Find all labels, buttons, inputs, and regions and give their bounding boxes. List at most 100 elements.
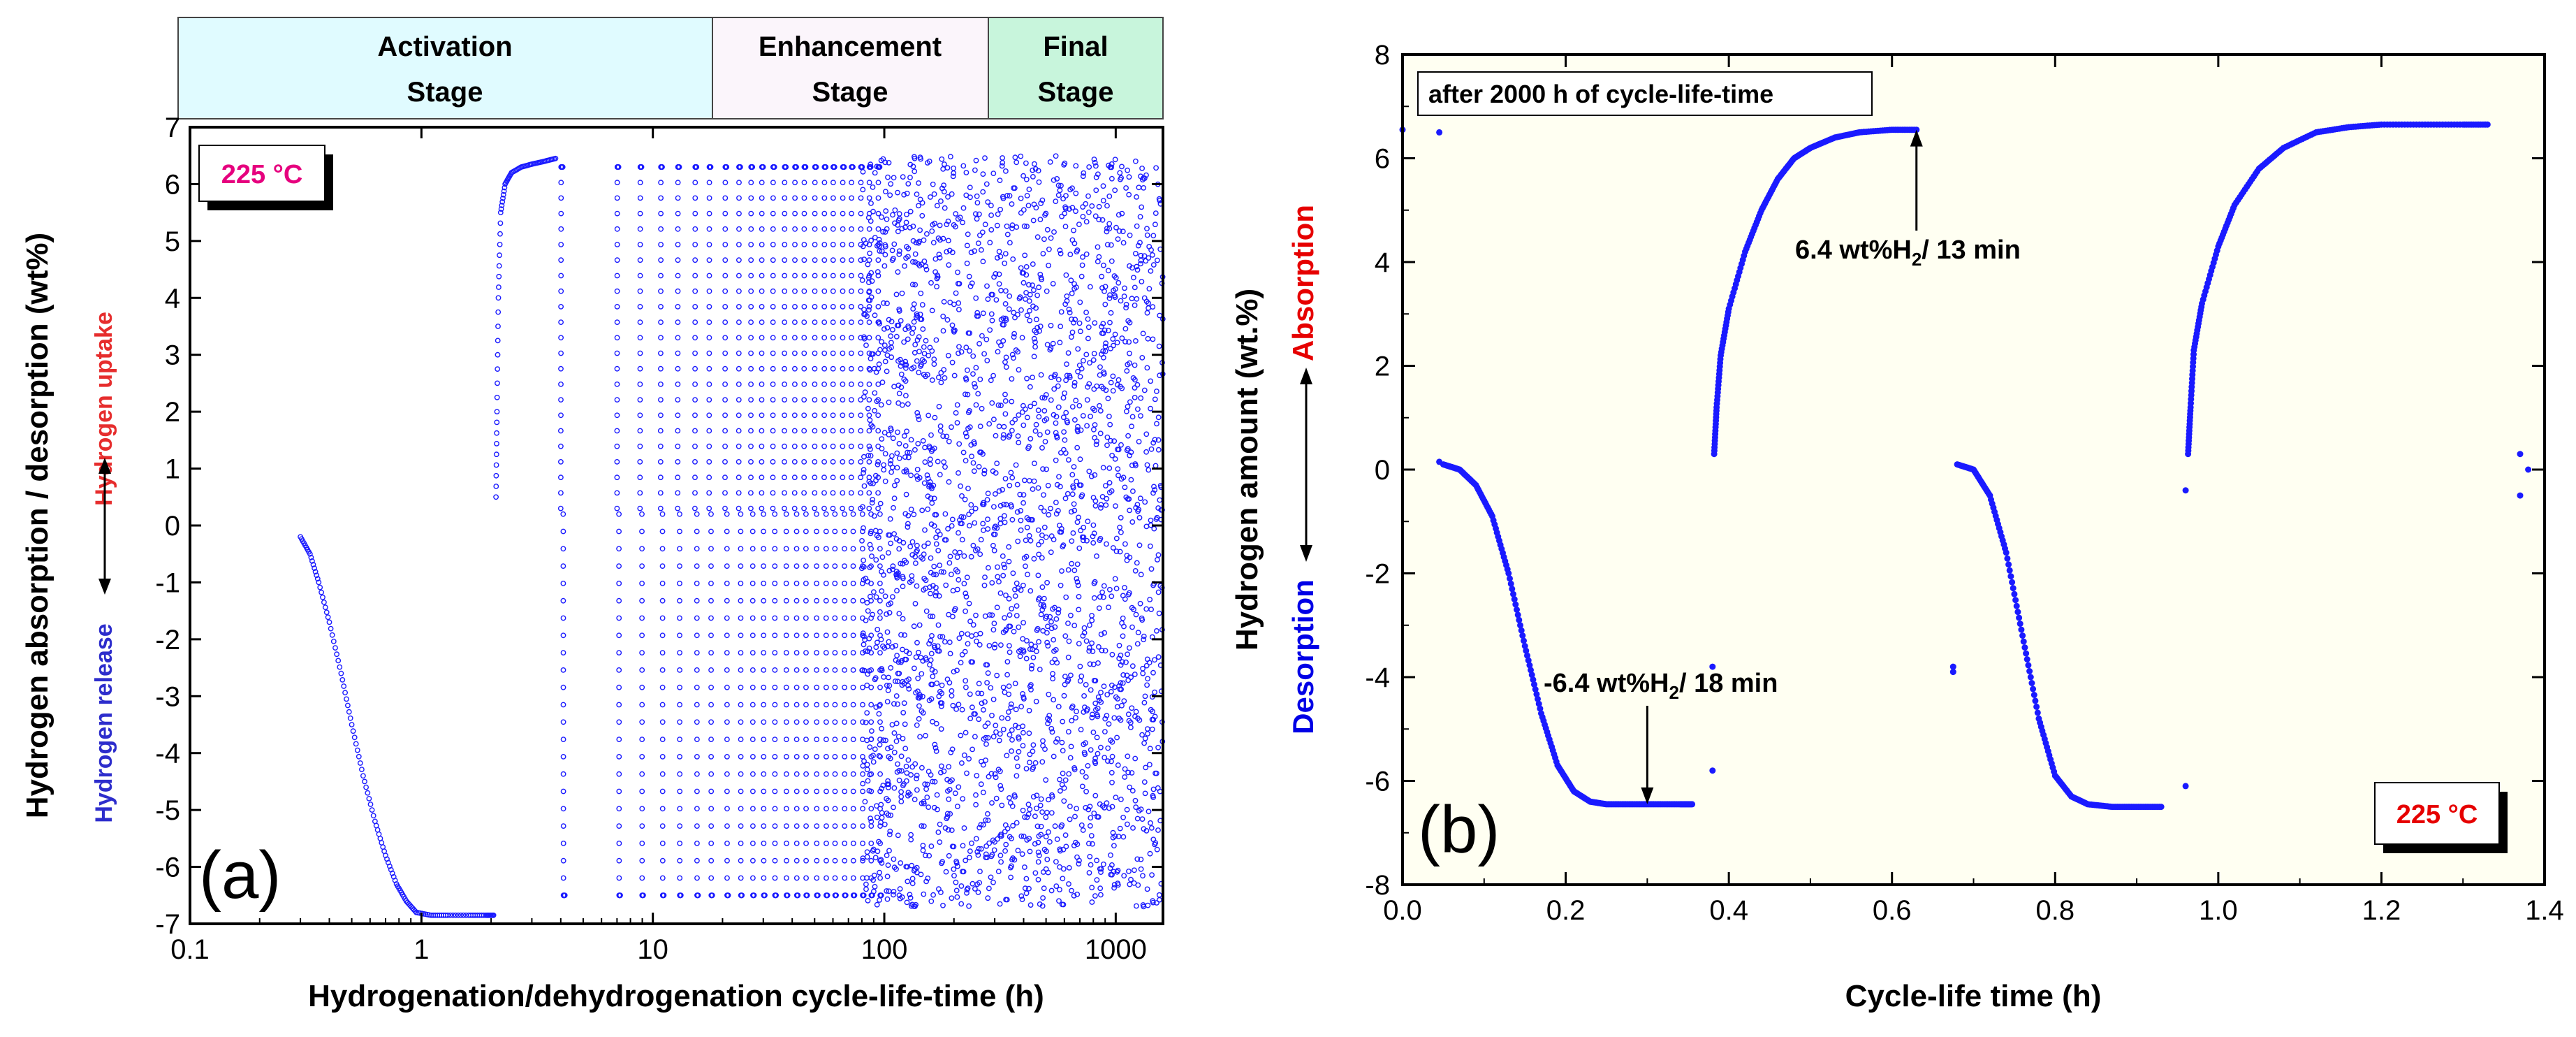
data-point — [614, 242, 620, 247]
data-point — [1059, 568, 1064, 574]
data-point — [782, 428, 787, 434]
data-point — [821, 195, 828, 201]
data-point — [1030, 655, 1037, 660]
data-point — [901, 339, 907, 345]
data-point — [1071, 501, 1077, 507]
data-point — [1095, 694, 1102, 700]
data-point — [1115, 377, 1122, 383]
data-point — [1095, 750, 1101, 757]
data-point — [920, 438, 926, 444]
data-point — [980, 189, 986, 195]
data-point — [1122, 596, 1128, 602]
data-point — [959, 652, 965, 658]
data-point — [933, 512, 939, 518]
data-point — [1116, 642, 1122, 648]
data-point — [1074, 561, 1081, 567]
data-point — [1044, 342, 1051, 348]
data-point — [1129, 705, 1135, 711]
data-point — [1007, 482, 1013, 488]
data-point — [919, 764, 925, 771]
data-point — [909, 365, 915, 372]
data-point — [1115, 212, 1122, 218]
data-point — [891, 495, 898, 501]
data-point — [1058, 250, 1064, 256]
data-point — [793, 528, 800, 535]
data-point — [910, 238, 916, 244]
data-point — [314, 576, 321, 582]
data-point — [928, 898, 935, 904]
data-point — [803, 875, 810, 881]
data-point — [872, 746, 878, 753]
data-point — [929, 448, 935, 454]
data-point — [1089, 885, 1095, 891]
data-point — [1132, 284, 1138, 291]
data-point — [863, 618, 869, 623]
data-point — [877, 869, 883, 876]
data-point — [1095, 713, 1101, 720]
data-point — [675, 397, 681, 403]
data-point — [812, 350, 818, 356]
data-point — [1092, 579, 1098, 585]
data-point — [814, 823, 820, 829]
data-point — [930, 718, 935, 725]
data-point — [916, 263, 923, 269]
data-point — [1018, 517, 1024, 523]
data-point — [1086, 468, 1092, 474]
data-point — [1071, 227, 1076, 233]
data-point — [958, 514, 965, 520]
data-point — [694, 684, 700, 690]
data-point — [616, 528, 622, 535]
data-point — [886, 602, 892, 608]
data-point — [972, 441, 977, 447]
data-point — [1123, 301, 1129, 307]
data-point — [874, 639, 880, 646]
data-point — [882, 358, 888, 365]
data-point — [1092, 792, 1099, 799]
data-point — [772, 667, 778, 673]
data-point — [614, 459, 620, 465]
data-point — [1134, 194, 1140, 200]
data-point — [1062, 301, 1069, 307]
data-point — [708, 632, 714, 639]
data-point — [1039, 276, 1045, 282]
data-point — [1113, 535, 1120, 542]
data-point — [812, 210, 818, 217]
data-point — [1526, 662, 1533, 669]
data-point — [1069, 472, 1076, 478]
data-point — [914, 191, 920, 197]
data-point — [907, 224, 913, 231]
data-point — [1108, 161, 1115, 167]
data-point — [866, 303, 872, 310]
data-point — [616, 737, 622, 743]
data-point — [1097, 364, 1103, 370]
data-point — [1139, 354, 1146, 361]
data-point — [930, 583, 936, 589]
data-point — [898, 318, 904, 324]
data-point — [722, 443, 729, 449]
data-point — [868, 684, 874, 690]
data-point — [832, 563, 838, 569]
data-point — [803, 771, 810, 777]
data-point — [884, 896, 891, 902]
data-point — [772, 754, 778, 760]
data-point — [2018, 626, 2025, 633]
data-point — [840, 350, 846, 356]
data-point — [885, 746, 891, 752]
data-point — [919, 212, 925, 219]
data-point — [823, 581, 829, 586]
data-point — [801, 505, 807, 512]
data-point — [928, 570, 934, 576]
data-point — [900, 679, 905, 685]
data-point — [954, 420, 960, 426]
data-point — [493, 494, 499, 500]
data-point — [793, 597, 800, 604]
data-point — [558, 303, 564, 310]
data-point — [782, 382, 788, 387]
data-point — [1012, 681, 1018, 686]
data-point — [905, 336, 911, 342]
data-point — [675, 226, 681, 232]
data-point — [1102, 327, 1108, 333]
data-point — [1097, 430, 1104, 437]
data-point — [1017, 653, 1023, 660]
data-point — [749, 597, 756, 604]
